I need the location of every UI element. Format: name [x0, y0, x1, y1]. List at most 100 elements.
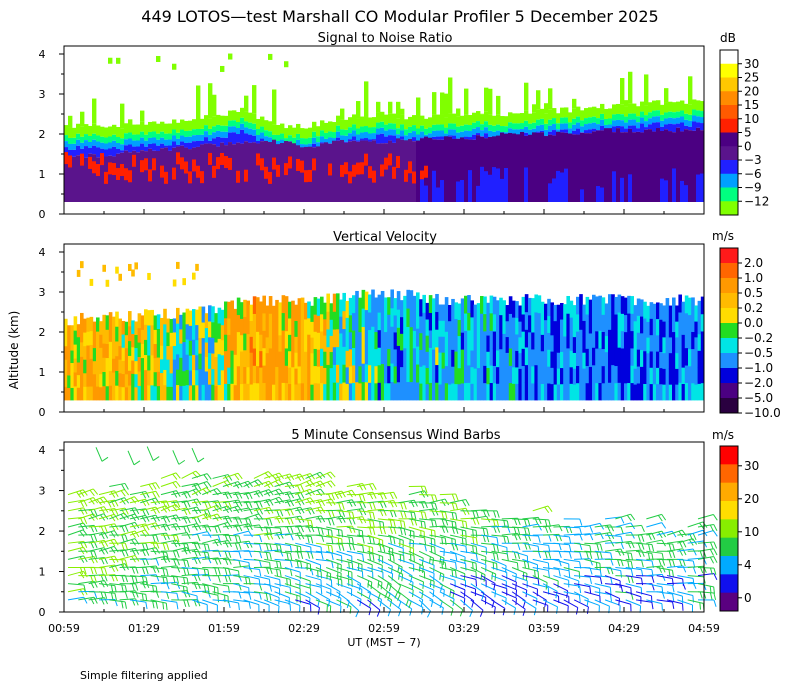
snr-cell — [696, 100, 701, 111]
snr-cell — [580, 120, 585, 127]
vv-cell — [160, 331, 164, 346]
vv-cell — [374, 348, 378, 367]
vv-cell — [480, 365, 484, 384]
vv-cell — [531, 315, 535, 333]
wind-barb-flag — [565, 526, 569, 534]
snr-cell — [128, 122, 133, 133]
wind-barb-flag — [465, 521, 468, 529]
snr-cell — [452, 138, 457, 202]
snr-cell — [648, 129, 653, 202]
vv-cell — [697, 333, 702, 351]
vv-cell — [537, 295, 542, 314]
vv-cell — [262, 347, 266, 366]
vv-cell — [630, 296, 634, 314]
wind-barb-flag — [439, 601, 443, 609]
wind-barb-flag — [265, 527, 269, 535]
wind-barb-flag — [463, 589, 466, 597]
snr-high-cell — [160, 165, 165, 178]
snr-cell — [384, 143, 389, 202]
wind-barb-staff — [212, 500, 229, 504]
snr-cell — [372, 117, 377, 128]
vv-cell — [246, 317, 250, 335]
wind-barb-flag — [475, 517, 480, 525]
wind-barb-staff — [398, 499, 415, 504]
vv-cell — [476, 319, 481, 336]
wind-barb-staff — [460, 534, 477, 539]
wind-barb-flag — [568, 544, 572, 552]
wind-barb-flag — [513, 607, 517, 615]
wind-barb-staff — [336, 525, 353, 528]
vv-cell — [624, 314, 628, 333]
wind-barb-flag — [630, 553, 634, 561]
wind-barb-flag — [362, 494, 366, 502]
vv-cell — [438, 320, 442, 337]
wind-barb-flag — [265, 593, 269, 601]
wind-barb — [387, 567, 404, 582]
snr-cell — [252, 135, 257, 143]
vv-cell — [220, 339, 225, 356]
vv-cell — [502, 383, 506, 401]
snr-plume-cell — [396, 101, 401, 119]
wind-barb-staff — [594, 524, 611, 528]
wind-barb-staff — [346, 542, 363, 547]
wind-barb-flag — [248, 601, 251, 609]
wind-barb-staff — [574, 575, 591, 578]
vv-cell — [396, 381, 401, 401]
vv-cell — [313, 382, 318, 401]
vv-cell — [611, 382, 615, 401]
wind-barb — [594, 550, 613, 560]
wind-barb-flag — [537, 517, 542, 524]
snr-plume-cell — [664, 88, 669, 103]
wind-barb-staff — [501, 567, 517, 575]
wind-barb-staff — [284, 506, 301, 512]
vv-cell — [83, 332, 87, 347]
wind-barb-flag — [120, 490, 126, 497]
snr-cell — [180, 135, 185, 142]
snr-cell — [292, 143, 297, 202]
vv-cell — [608, 294, 612, 313]
vv-cell — [502, 350, 506, 368]
snr-cell — [156, 145, 161, 151]
wind-barb-flag — [155, 535, 159, 543]
wind-barb-flag — [579, 527, 583, 535]
wind-barb-flag — [524, 527, 527, 535]
vv-cell — [304, 302, 308, 320]
snr-cell — [644, 121, 649, 128]
vv-upper-cell — [195, 263, 199, 271]
snr-high-cell — [288, 156, 293, 169]
wind-barb-flag — [124, 563, 129, 570]
vv-cell — [70, 337, 74, 351]
vv-cell — [348, 297, 353, 316]
wind-barb-flag — [176, 565, 181, 573]
wind-barb-flag — [475, 553, 478, 561]
wind-barb-flag — [548, 534, 552, 542]
vv-cell — [243, 366, 247, 384]
wind-barb-flag — [393, 500, 398, 508]
snr-upper-cell — [172, 63, 177, 70]
snr-cell — [88, 147, 93, 154]
snr-cell — [524, 120, 529, 127]
vv-cell — [67, 325, 71, 339]
snr-cell — [336, 125, 341, 132]
colorbar-tick-label: −0.5 — [744, 346, 773, 360]
vv-cell — [128, 311, 132, 327]
vv-cell — [169, 318, 174, 333]
vv-cell — [316, 298, 321, 316]
vv-cell — [236, 314, 241, 333]
wind-barb-flag — [338, 543, 341, 551]
wind-barb — [346, 482, 367, 491]
wind-barb — [450, 518, 468, 529]
wind-barb-flag — [341, 516, 346, 523]
wind-barb-flag — [83, 507, 88, 515]
wind-barb — [315, 480, 336, 488]
wind-barb-flag — [152, 507, 157, 515]
wind-barb-staff — [109, 497, 125, 504]
wind-barb — [357, 534, 375, 545]
wind-barb-flag — [372, 537, 375, 545]
snr-plume-cell — [252, 85, 257, 114]
snr-plume-cell — [208, 83, 213, 119]
wind-barb — [264, 509, 284, 517]
wind-barb — [491, 518, 510, 528]
vv-cell — [348, 331, 353, 350]
snr-cell — [464, 136, 469, 140]
